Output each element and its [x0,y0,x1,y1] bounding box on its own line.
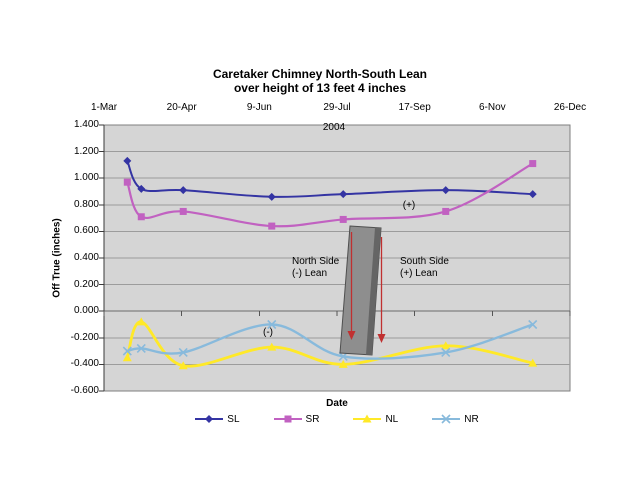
plumb-arrow-left [347,232,356,340]
legend-key-SR [273,415,302,423]
year-label: 2004 [322,122,346,133]
marker-x [136,343,146,354]
x-axis-label-9-Jun: 9-Jun [246,102,272,113]
y-axis-label-1.200: 1.200 [73,145,99,157]
marker-diamond [267,192,276,201]
y-axis-title: Off True (inches) [51,218,63,298]
marker-square [123,178,131,186]
legend-item-NR: NR [432,413,479,425]
marker-x [528,319,538,330]
legend-item-SR: SR [273,413,320,425]
legend-item-SL: SL [195,413,240,425]
y-axis-label-1.400: 1.400 [73,119,99,130]
annotation-north-side: North Side (-) Lean [292,256,339,280]
y-axis-label--0.200: -0.200 [70,331,99,343]
marker-triangle [338,359,348,368]
marker-triangle [178,361,188,370]
marker-square [137,213,145,221]
y-axis-label-0.200: 0.200 [73,278,99,290]
legend-key-SL [195,415,224,423]
y-axis-label--0.600: -0.600 [70,385,99,396]
legend-key-NL [353,414,382,423]
x-axis-label-20-Apr: 20-Apr [166,102,197,113]
legend: SL SR NL NR [104,411,570,427]
marker-square [339,215,347,223]
marker-diamond [123,156,132,165]
annotation-north-side-line1: North Side [292,256,340,267]
annotation-south-side-line2: (+) Lean [400,268,438,279]
marker-diamond [528,190,537,199]
marker-triangle [122,353,132,362]
marker-triangle [136,317,146,326]
annotation-north-side-line2: (-) Lean [292,268,328,279]
annotation-south-side: South Side (+) Lean [400,256,449,280]
marker-diamond [137,184,146,193]
marker-square [529,160,537,168]
legend-label-SR: SR [305,413,320,425]
x-axis-label-17-Sep: 17-Sep [398,102,431,113]
y-axis-label-1.000: 1.000 [73,172,99,184]
marker-triangle [441,341,451,350]
marker-diamond [441,186,450,195]
x-axis-label-26-Dec: 26-Dec [553,102,587,113]
y-axis-label--0.400: -0.400 [70,358,99,370]
marker-square [179,207,187,215]
marker-square [442,207,450,215]
marker-square [268,222,276,230]
marker-diamond [179,186,188,195]
y-axis-label-0.800: 0.800 [73,198,99,210]
annotation-south-plus: (+) [402,200,416,211]
legend-label-SL: SL [227,413,240,425]
series-NR [122,319,538,361]
marker-x [122,346,132,356]
chimney-shadow-edge [366,227,381,355]
series-SL [123,156,537,201]
series-SR [123,160,537,230]
plumb-arrow-right [377,237,386,343]
marker-triangle [528,358,538,367]
marker-x [267,319,277,330]
x-axis-title: Date [326,398,348,409]
y-axis-label-0.400: 0.400 [73,252,99,263]
legend-label-NR: NR [464,413,479,425]
marker-triangle [267,342,277,351]
annotation-south-side-line1: South Side [400,256,449,267]
legend-key-NR [432,414,461,424]
chart-title-line2: over height of 13 feet 4 inches [233,81,407,95]
marker-diamond [339,190,348,199]
chart-title-line1: Caretaker Chimney North-South Lean [212,67,428,81]
y-axis-label-0.000: 0.000 [73,305,99,317]
x-axis-label-6-Nov: 6-Nov [478,102,506,113]
chart-title: Caretaker Chimney North-South Lean over … [0,67,640,95]
y-axis-label-0.600: 0.600 [73,225,99,237]
x-axis-label-29-Jul: 29-Jul [323,102,351,113]
annotation-north-minus: (-) [263,327,273,338]
legend-item-NL: NL [353,414,398,425]
legend-label-NL: NL [385,413,399,425]
marker-x [178,347,188,357]
chimney-graphic [339,225,386,356]
x-axis-label-1-Mar: 1-Mar [90,102,118,113]
marker-x [441,347,451,357]
series-NL [122,317,538,370]
